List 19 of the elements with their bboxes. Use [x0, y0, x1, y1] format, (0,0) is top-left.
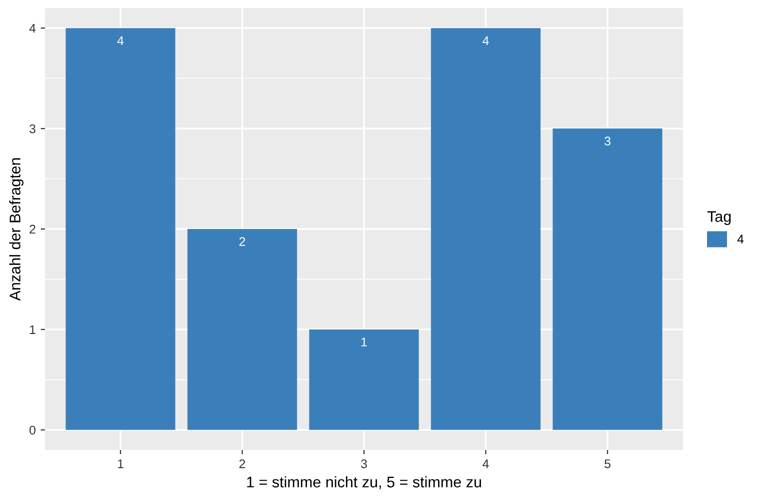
data-label: 4: [117, 36, 124, 45]
x-axis-title: 1 = stimme nicht zu, 5 = stimme zu: [247, 476, 482, 490]
x-tick-label: 4: [482, 459, 489, 468]
data-label: 2: [239, 237, 246, 246]
x-tick-label: 1: [118, 459, 124, 468]
legend-title: Tag: [707, 211, 731, 225]
y-tick-label: 3: [30, 124, 36, 134]
y-axis-title: Anzahl der Befragten: [9, 158, 24, 301]
y-tick-label: 4: [29, 24, 36, 33]
x-tick-label: 2: [239, 459, 246, 468]
legend-label: 4: [737, 234, 744, 244]
x-tick-label: 5: [604, 459, 610, 468]
y-tick-label: 0: [30, 426, 36, 435]
data-label: 1: [361, 338, 367, 346]
y-tick-label: 1: [30, 325, 36, 334]
y-tick-label: 2: [30, 224, 36, 234]
data-label: 3: [604, 136, 610, 146]
x-tick-label: 3: [361, 459, 367, 468]
data-label: 4: [482, 36, 489, 45]
